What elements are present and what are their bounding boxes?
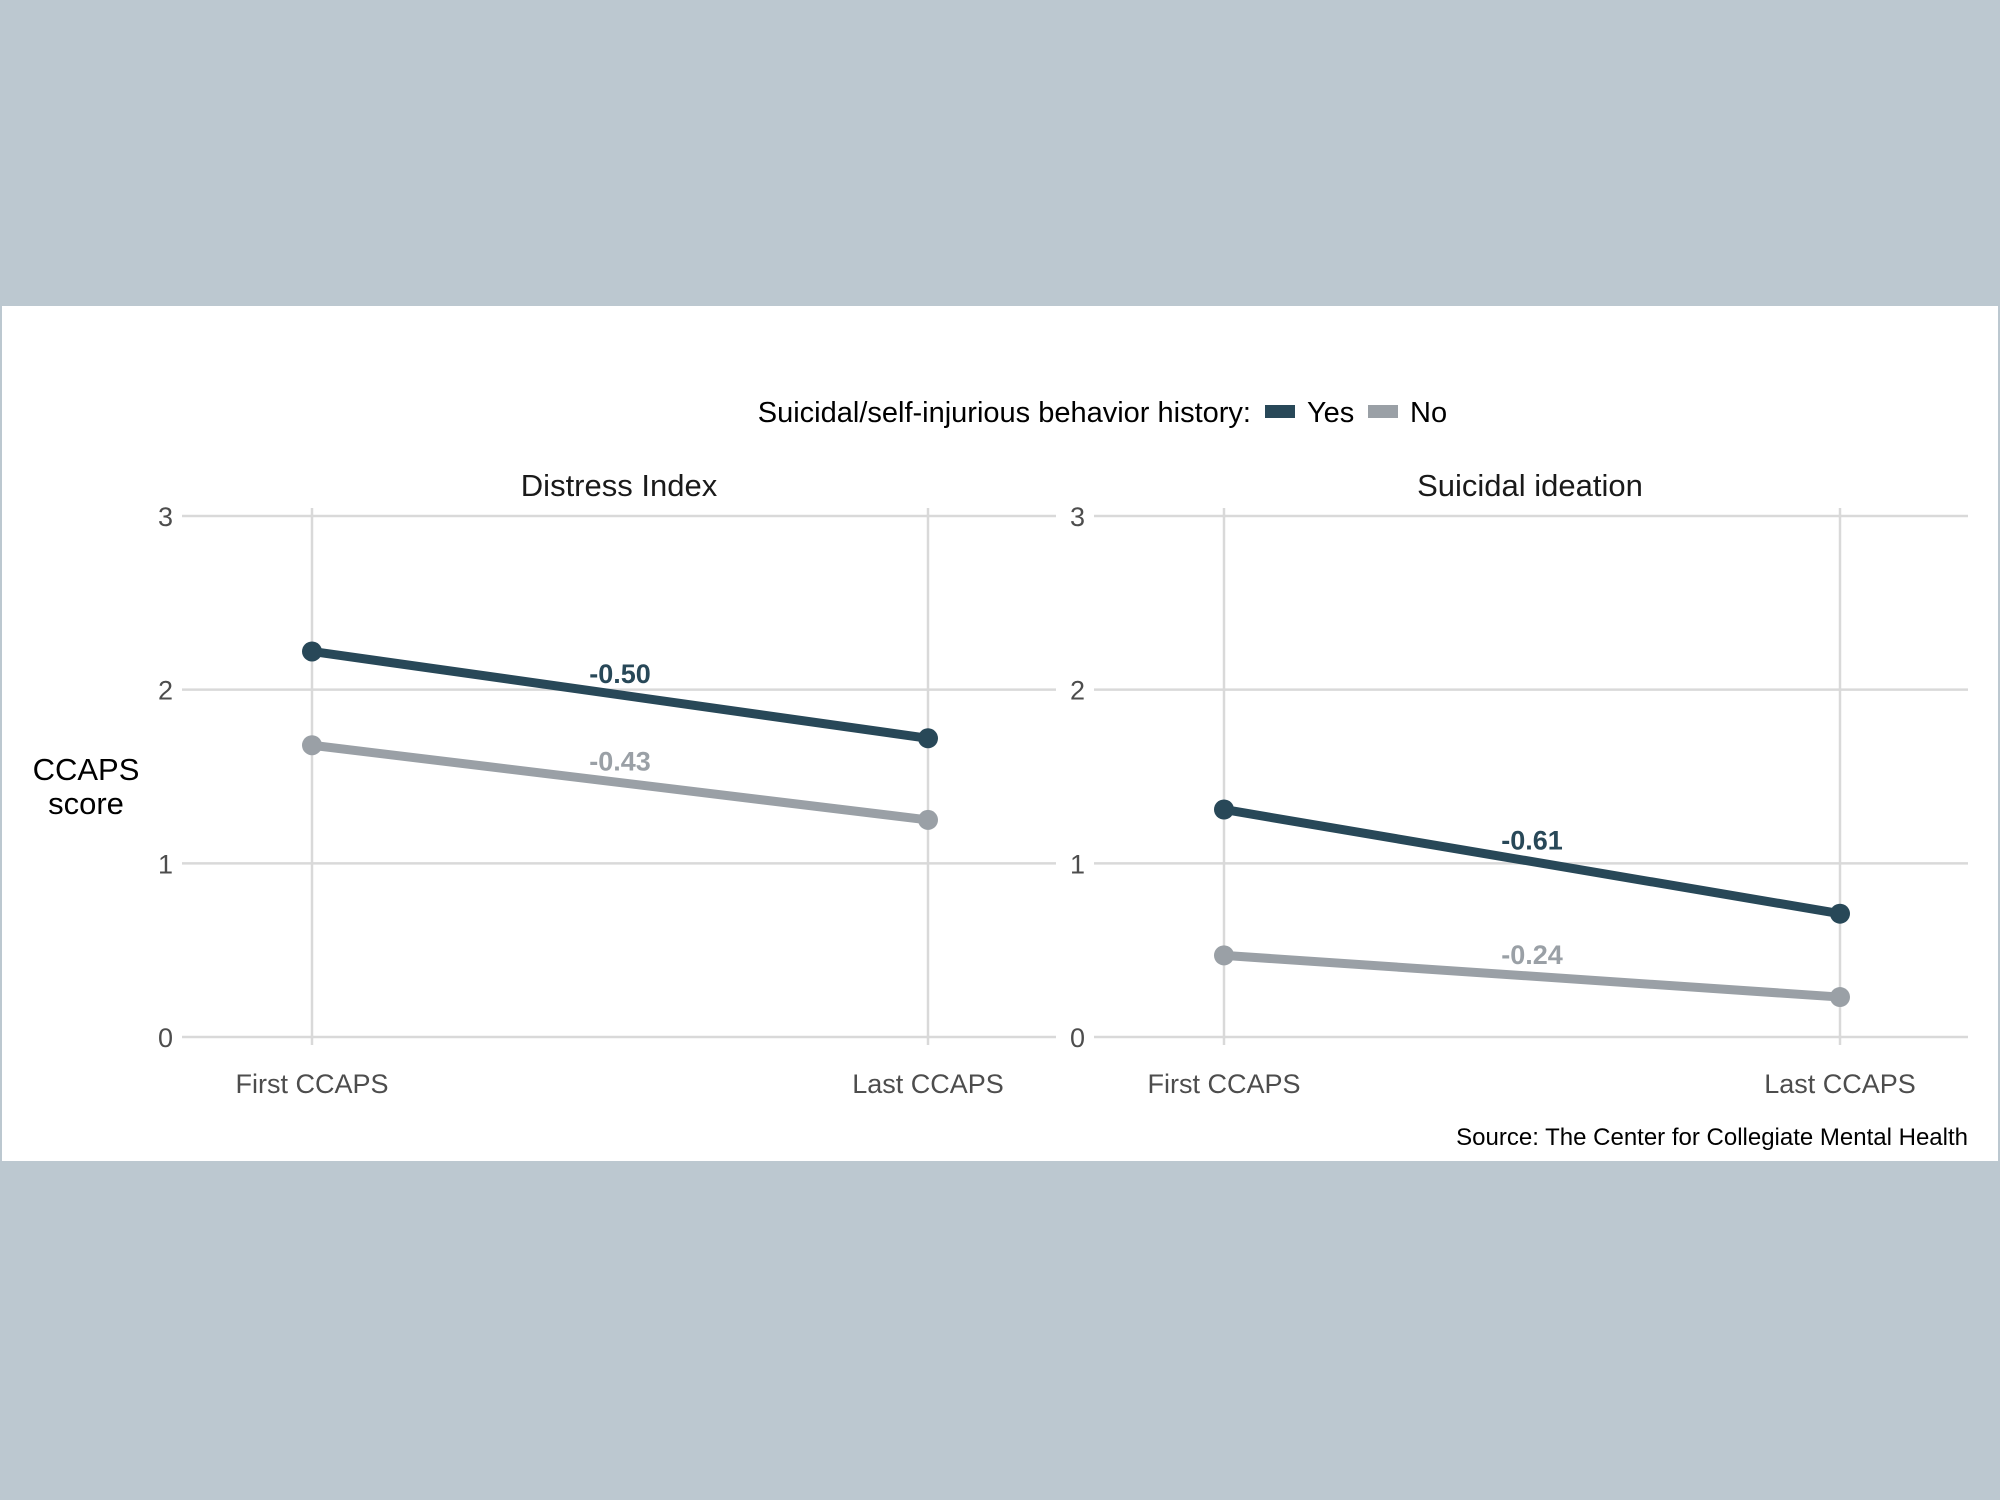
- facet-0-grid: 0 1 2 3 First CCAPS Last CCAPS: [158, 502, 1056, 1099]
- chart-panel: Suicidal/self-injurious behavior history…: [2, 306, 1998, 1161]
- facet-title-distress-index: Distress Index: [521, 468, 718, 503]
- point-last-no: [1830, 987, 1850, 1008]
- legend-title: Suicidal/self-injurious behavior history…: [758, 397, 1251, 429]
- y-tick-label-2: 2: [158, 676, 173, 706]
- legend-label-no: No: [1410, 397, 1447, 429]
- source-caption: Source: The Center for Collegiate Mental…: [1456, 1124, 1968, 1151]
- point-first-no: [302, 735, 322, 756]
- y-tick-label-3: 3: [158, 502, 173, 532]
- change-label-no: -0.43: [589, 747, 651, 777]
- point-last-yes: [918, 728, 938, 749]
- series-line-no: [307, 740, 933, 825]
- change-label-yes: -0.50: [589, 659, 651, 689]
- series-line-yes: [307, 646, 933, 743]
- point-last-no: [918, 809, 938, 830]
- legend-key-no: [1368, 405, 1398, 418]
- facet-title-suicidal-ideation: Suicidal ideation: [1417, 468, 1643, 503]
- line-chart: Suicidal/self-injurious behavior history…: [33, 397, 1968, 1151]
- x-tick-label-0: First CCAPS: [235, 1069, 388, 1099]
- x-tick-label-0: First CCAPS: [1147, 1069, 1300, 1099]
- facet-1-series: -0.61 -0.24: [1214, 799, 1850, 1008]
- change-label-yes: -0.61: [1501, 826, 1563, 856]
- point-last-yes: [1830, 903, 1850, 924]
- facet-suicidal-ideation: Suicidal ideation 0 1 2 3 First CCAPS Last CC…: [1070, 468, 1968, 1099]
- facet-1-grid: 0 1 2 3 First CCAPS Last CCAPS: [1070, 502, 1968, 1099]
- point-first-yes: [302, 641, 322, 662]
- series-line-no: [1219, 950, 1845, 1002]
- legend-key-yes: [1265, 405, 1295, 418]
- facet-distress-index: Distress Index 0 1 2 3 First CCAPS Last CCAPS…: [158, 468, 1056, 1099]
- y-axis-title-line1: CCAPS: [33, 752, 140, 787]
- y-tick-label-3: 3: [1070, 502, 1085, 532]
- y-axis-title-line2: score: [48, 786, 124, 821]
- point-first-no: [1214, 945, 1234, 966]
- series-line-yes: [1219, 804, 1845, 919]
- x-tick-label-1: Last CCAPS: [852, 1069, 1004, 1099]
- y-tick-label-2: 2: [1070, 676, 1085, 706]
- y-tick-label-1: 1: [1070, 849, 1085, 879]
- legend-label-yes: Yes: [1307, 397, 1354, 429]
- change-label-no: -0.24: [1501, 940, 1563, 970]
- y-tick-label-1: 1: [158, 849, 173, 879]
- facet-0-series: -0.50 -0.43: [302, 641, 938, 830]
- legend: Suicidal/self-injurious behavior history…: [758, 397, 1447, 429]
- y-tick-label-0: 0: [1070, 1023, 1085, 1053]
- y-tick-label-0: 0: [158, 1023, 173, 1053]
- x-tick-label-1: Last CCAPS: [1764, 1069, 1916, 1099]
- point-first-yes: [1214, 799, 1234, 820]
